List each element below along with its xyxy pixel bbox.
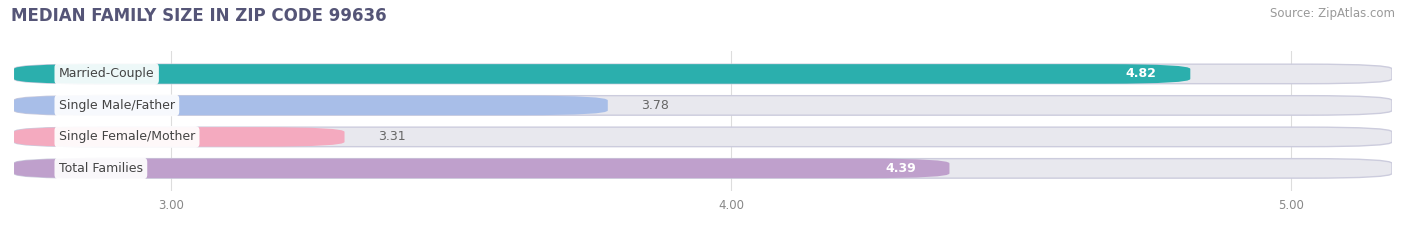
Text: Married-Couple: Married-Couple [59,67,155,80]
FancyBboxPatch shape [14,96,607,115]
FancyBboxPatch shape [14,96,1392,115]
Text: Single Female/Mother: Single Female/Mother [59,130,195,143]
Text: 3.31: 3.31 [378,130,406,143]
FancyBboxPatch shape [14,127,1392,147]
FancyBboxPatch shape [14,64,1392,84]
Text: Source: ZipAtlas.com: Source: ZipAtlas.com [1270,7,1395,20]
FancyBboxPatch shape [14,159,949,178]
Text: MEDIAN FAMILY SIZE IN ZIP CODE 99636: MEDIAN FAMILY SIZE IN ZIP CODE 99636 [11,7,387,25]
Text: 4.39: 4.39 [886,162,915,175]
FancyBboxPatch shape [14,127,344,147]
Text: 4.82: 4.82 [1126,67,1157,80]
FancyBboxPatch shape [14,64,1191,84]
Text: 3.78: 3.78 [641,99,669,112]
Text: Total Families: Total Families [59,162,143,175]
FancyBboxPatch shape [14,159,1392,178]
Text: Single Male/Father: Single Male/Father [59,99,174,112]
